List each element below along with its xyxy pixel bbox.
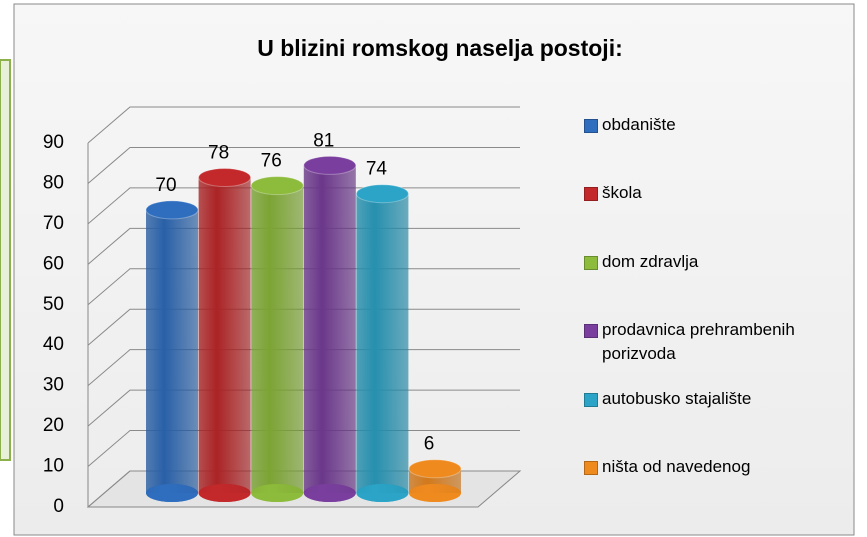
- bar-bottom: [303, 484, 356, 502]
- y-tick-label: 20: [43, 415, 64, 436]
- y-tick-label: 0: [53, 496, 64, 517]
- legend-entry: ništa od navedenog: [584, 455, 846, 479]
- legend-entry: prodavnica prehrambenih porizvoda: [584, 318, 846, 366]
- bar-bottom: [198, 484, 251, 502]
- data-label: 74: [366, 159, 388, 180]
- data-label: 78: [208, 143, 229, 164]
- y-tick-label: 40: [43, 334, 64, 355]
- bars: 70 78 76 81 74 6: [145, 130, 462, 502]
- legend-label: autobusko stajalište: [602, 389, 752, 408]
- legend-swatch: [584, 461, 598, 475]
- bar-underlay: [303, 165, 356, 493]
- legend-label: prodavnica prehrambenih porizvoda: [602, 320, 795, 363]
- legend-swatch: [584, 256, 598, 270]
- bar: [198, 177, 251, 494]
- legend-entry: autobusko stajalište: [584, 387, 846, 411]
- legend-swatch: [584, 324, 598, 338]
- bar-top: [408, 459, 462, 479]
- y-tick-label: 10: [43, 456, 64, 477]
- y-tick-label: 50: [43, 294, 64, 315]
- bar: [146, 209, 198, 493]
- y-tick-label: 90: [43, 132, 64, 153]
- bar: [251, 185, 304, 493]
- legend-swatch: [584, 119, 598, 133]
- bar-top: [355, 184, 409, 204]
- bar-bottom: [409, 484, 461, 502]
- y-tick-label: 60: [43, 253, 64, 274]
- data-label: 70: [155, 175, 176, 196]
- chart-title: U blizini romskog naselja postoji:: [257, 35, 623, 61]
- legend-label: ništa od navedenog: [602, 457, 751, 476]
- legend-entry: dom zdravlja: [584, 250, 846, 274]
- data-label: 81: [313, 130, 334, 151]
- bar-top: [250, 176, 304, 196]
- bar-underlay: [251, 185, 304, 493]
- legend-entry: škola: [584, 181, 846, 205]
- bar-top: [303, 155, 357, 175]
- bar-bottom: [251, 484, 304, 502]
- bar-bottom: [356, 484, 409, 502]
- legend-swatch: [584, 187, 598, 201]
- bar-top: [145, 200, 199, 220]
- bar-underlay: [356, 193, 409, 493]
- legend-label: obdanište: [602, 115, 676, 134]
- bar: [356, 193, 409, 493]
- grid-line: [87, 146, 520, 184]
- bar-underlay: [198, 177, 251, 494]
- grid-line: [87, 106, 520, 144]
- bar-bottom: [146, 484, 198, 502]
- data-label: 6: [424, 434, 435, 455]
- bar-top: [198, 168, 252, 188]
- bar: [303, 165, 356, 493]
- legend-entry: obdanište: [584, 113, 846, 137]
- bar-underlay: [146, 209, 198, 493]
- legend-swatch: [584, 393, 598, 407]
- y-tick-label: 70: [43, 213, 64, 234]
- legend-label: škola: [602, 183, 642, 202]
- legend-label: dom zdravlja: [602, 252, 699, 271]
- side-strip: [0, 59, 11, 461]
- y-tick-label: 80: [43, 172, 64, 193]
- data-label: 76: [261, 151, 282, 172]
- y-tick-label: 30: [43, 375, 64, 396]
